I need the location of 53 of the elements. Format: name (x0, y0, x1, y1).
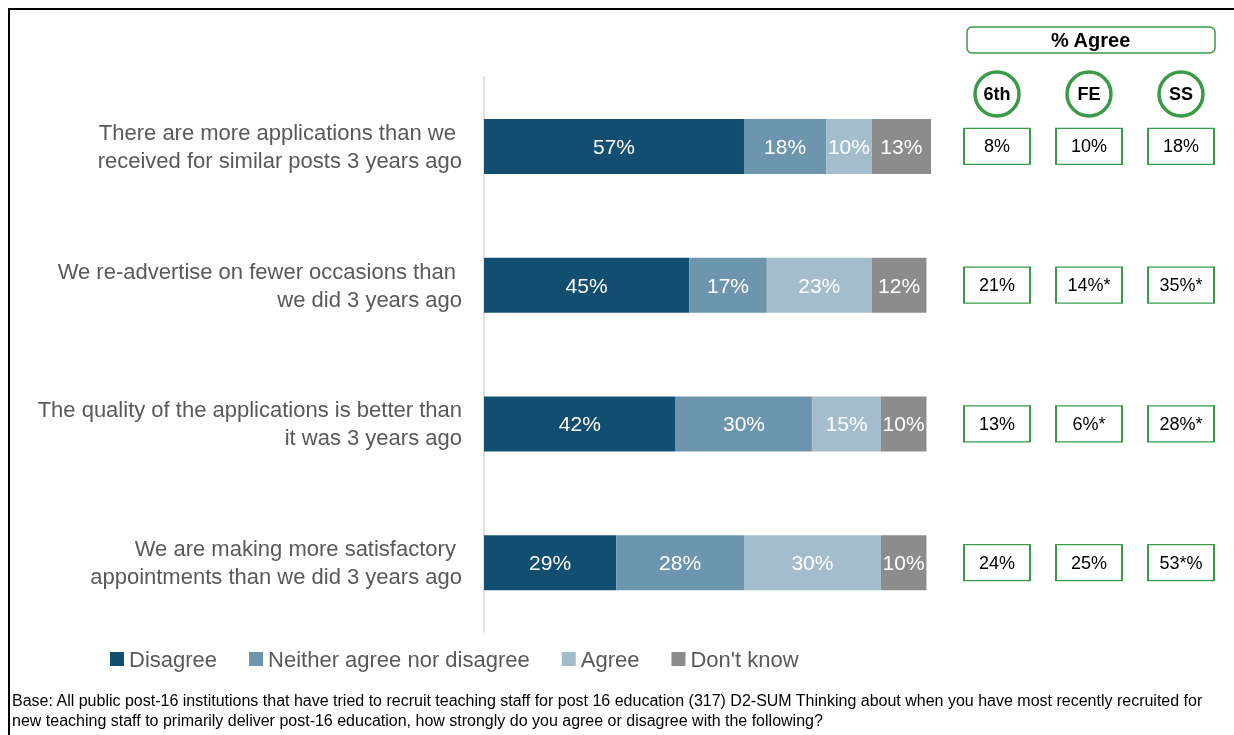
bar (812, 396, 881, 452)
y-tick-label: We are making more satisfactory appointments than we did 3 years ago (90, 536, 462, 590)
data-label: 25% (1070, 552, 1108, 573)
bar (484, 396, 676, 452)
data-label: 45% (565, 273, 608, 297)
bar (484, 118, 744, 174)
data-label: 6%* (1072, 413, 1106, 434)
data-label: 10% (827, 134, 870, 158)
data-label: 29% (529, 551, 572, 575)
data-label: 24% (978, 552, 1016, 573)
data-label: 18% (764, 134, 807, 158)
x-tick-label: SS (1168, 84, 1194, 104)
data-label: 53*% (1159, 552, 1203, 573)
data-label: 13% (880, 134, 923, 158)
data-label: 15% (825, 412, 868, 436)
data-label: 8% (983, 136, 1011, 157)
x-tick-label: 6th (983, 84, 1011, 104)
x-tick-label: FE (1077, 84, 1101, 104)
bar (871, 118, 931, 174)
bar (675, 396, 813, 452)
data-label: 18% (1162, 136, 1200, 157)
data-label: 10% (882, 551, 925, 575)
legend-label: Neither agree nor disagree (268, 646, 530, 672)
data-label: 14%* (1067, 275, 1111, 296)
data-label: 10% (882, 412, 925, 436)
data-label: 42% (558, 412, 601, 436)
data-label: 30% (791, 551, 834, 575)
data-label: 57% (592, 134, 636, 158)
data-label: 13% (978, 413, 1016, 434)
data-label: 21% (978, 275, 1016, 296)
bar (743, 118, 827, 174)
data-label: 12% (878, 273, 921, 297)
y-tick-label: The quality of the applications is better than it was 3 years ago (37, 397, 462, 451)
data-label: 17% (707, 273, 750, 297)
data-label: 28%* (1159, 413, 1203, 434)
data-label: 23% (798, 273, 841, 297)
bar (743, 535, 881, 591)
bar (484, 535, 617, 591)
data-label: 28% (659, 551, 702, 575)
bar (766, 257, 872, 313)
text: Base: All public post-16 institutions that have tried to recruit teaching staff for post 16 education (317) D2-SUM Thinking about when you have most recently recruited for new teaching staff to primarily deliver post-16 education, how strongly do you agree or disagree with the following? (12, 691, 1204, 731)
chart-title: % Agree (1051, 29, 1131, 51)
data-label: 35%* (1159, 275, 1203, 296)
data-label: 30% (722, 412, 766, 436)
legend-label: Agree (580, 646, 640, 672)
data-label: 10% (1070, 136, 1108, 157)
bar (689, 257, 767, 313)
y-tick-label: There are more applications than we received for similar posts 3 years ago (97, 119, 462, 173)
y-tick-label: We re-advertise on fewer occasions than we did 3 years ago (57, 258, 462, 312)
bar (616, 535, 744, 591)
legend-label: Disagree (129, 646, 218, 672)
legend-label: Don't know (690, 646, 799, 672)
bar (484, 257, 690, 313)
